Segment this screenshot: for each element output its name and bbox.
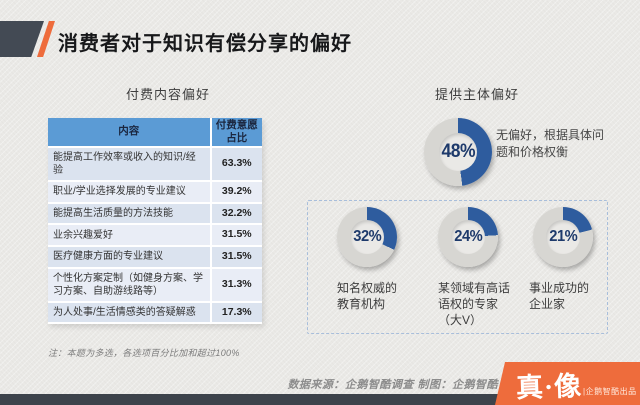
sub-donut-label-education: 知名权威的 教育机构 [337, 281, 398, 311]
table-cell-percent: 32.2% [211, 203, 262, 226]
donut-chart-entrepreneur: 21% [533, 207, 593, 267]
table-row: 能提高生活质量的方法技能 32.2% [48, 203, 262, 226]
data-source-credit: 数据来源：企鹅智酷调查 制图：企鹅智酷 [287, 379, 498, 391]
main-donut-description: 无偏好，根据具体问 题和价格权衡 [496, 128, 605, 159]
provider-group-dashed-box [307, 200, 608, 334]
donut-hole [546, 220, 580, 254]
table-cell-percent: 39.2% [211, 182, 262, 204]
bottom-bar [0, 394, 640, 405]
table-cell-percent: 63.3% [211, 148, 262, 182]
table-row: 能提高工作效率或收入的知识/经验 63.3% [48, 148, 262, 182]
table-header-percent: 付费意愿 占比 [211, 118, 262, 148]
donut-percent-label: 24% [453, 228, 483, 245]
table-row: 业余兴趣爱好 31.5% [48, 225, 262, 247]
donut-hole [439, 133, 477, 171]
table-cell-percent: 31.3% [211, 268, 262, 303]
table-cell-content: 业余兴趣爱好 [48, 225, 212, 247]
donut-percent-label: 32% [352, 228, 382, 245]
table-row: 个性化方案定制（如健身方案、学习方案、自助游线路等） 31.3% [48, 268, 262, 303]
table-header-content: 内容 [48, 118, 212, 148]
donut-chart-education-institution: 32% [337, 207, 397, 267]
table-row: 职业/学业选择发展的专业建议 39.2% [48, 182, 262, 204]
logo-subtitle: |企鹅智酷出品 [583, 387, 637, 396]
table-cell-content: 能提高生活质量的方法技能 [48, 203, 212, 226]
donut-chart-no-preference: 48% [424, 118, 492, 186]
donut-hole [350, 220, 384, 254]
table-row: 医疗健康方面的专业建议 31.5% [48, 246, 262, 269]
table-header-row: 内容 付费意愿 占比 [48, 118, 262, 148]
donut-chart-expert-bigv: 24% [438, 207, 498, 267]
donut-percent-label: 48% [441, 141, 475, 162]
sub-donut-label-entrepreneur: 事业成功的 企业家 [529, 281, 590, 311]
logo-wordmark: 真·像 [515, 370, 583, 404]
table-cell-content: 职业/学业选择发展的专业建议 [48, 182, 212, 204]
donut-percent-label: 21% [548, 228, 578, 245]
left-section-heading: 付费内容偏好 [125, 87, 210, 102]
table-cell-content: 能提高工作效率或收入的知识/经验 [48, 148, 212, 182]
multi-select-note: 注：本题为多选，各选项百分比加和超过100% [48, 348, 240, 358]
publisher-logo: 真·像 |企鹅智酷出品 [495, 362, 640, 405]
table-cell-content: 个性化方案定制（如健身方案、学习方案、自助游线路等） [48, 268, 212, 303]
title-accent-dark-shape [0, 21, 44, 57]
right-section-heading: 提供主体偏好 [434, 87, 519, 102]
sub-donut-label-expert: 某领域有高话 语权的专家 （大V） [438, 281, 511, 327]
table-row: 为人处事/生活情感类的答疑解惑 17.3% [48, 302, 262, 325]
payment-preference-table: 内容 付费意愿 占比 能提高工作效率或收入的知识/经验 63.3% 职业/学业选… [48, 118, 262, 325]
table-cell-content: 为人处事/生活情感类的答疑解惑 [48, 302, 212, 325]
table-cell-content: 医疗健康方面的专业建议 [48, 246, 212, 269]
table-cell-percent: 31.5% [211, 246, 262, 269]
table-cell-percent: 17.3% [211, 302, 262, 325]
donut-hole [451, 220, 485, 254]
table-cell-percent: 31.5% [211, 225, 262, 247]
page-title: 消费者对于知识有偿分享的偏好 [58, 33, 352, 55]
